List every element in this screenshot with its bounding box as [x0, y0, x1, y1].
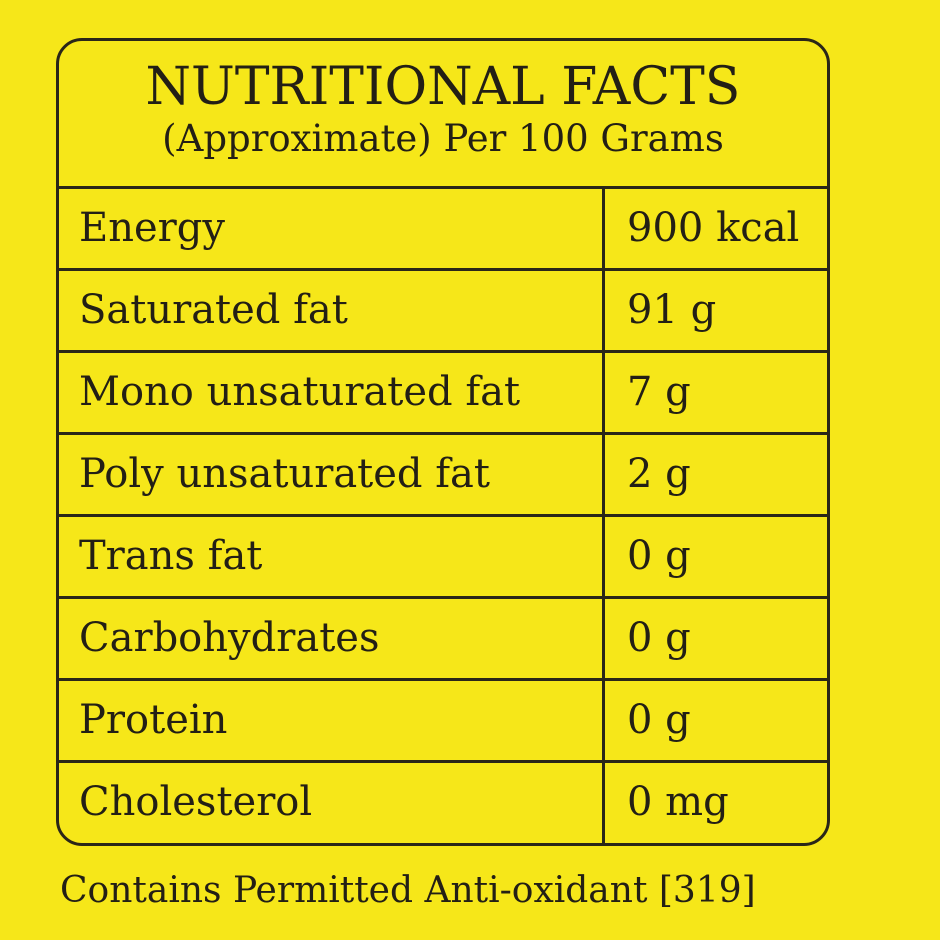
nutrient-value: 7 g	[627, 369, 691, 415]
nutrient-name: Saturated fat	[59, 271, 605, 350]
nutrient-value: 91 g	[627, 287, 717, 333]
nutrient-name: Trans fat	[59, 517, 605, 596]
nutrient-name: Poly unsaturated fat	[59, 435, 605, 514]
panel-header: NUTRITIONAL FACTS (Approximate) Per 100 …	[59, 41, 827, 189]
table-row: Saturated fat 91 g	[59, 271, 827, 353]
nutrition-table: Energy 900 kcal Saturated fat 91 g Mono …	[59, 189, 827, 843]
table-row: Protein 0 g	[59, 681, 827, 763]
antioxidant-note: Contains Permitted Anti-oxidant [319]	[60, 870, 756, 911]
table-row: Energy 900 kcal	[59, 189, 827, 271]
nutrient-name: Cholesterol	[59, 763, 605, 843]
nutrient-name: Protein	[59, 681, 605, 760]
table-row: Poly unsaturated fat 2 g	[59, 435, 827, 517]
nutrient-name: Energy	[59, 189, 605, 268]
table-row: Carbohydrates 0 g	[59, 599, 827, 681]
nutrient-value: 900 kcal	[627, 205, 800, 251]
table-row: Cholesterol 0 mg	[59, 763, 827, 843]
panel-subtitle: (Approximate) Per 100 Grams	[162, 117, 724, 160]
table-row: Trans fat 0 g	[59, 517, 827, 599]
nutrient-value: 2 g	[627, 451, 691, 497]
nutrition-facts-panel: NUTRITIONAL FACTS (Approximate) Per 100 …	[56, 38, 830, 846]
nutrient-value: 0 g	[627, 697, 691, 743]
nutrient-value: 0 g	[627, 615, 691, 661]
nutrient-value: 0 g	[627, 533, 691, 579]
nutrient-value: 0 mg	[627, 779, 729, 825]
table-row: Mono unsaturated fat 7 g	[59, 353, 827, 435]
nutrient-name: Carbohydrates	[59, 599, 605, 678]
nutrient-name: Mono unsaturated fat	[59, 353, 605, 432]
panel-title: NUTRITIONAL FACTS	[145, 57, 741, 117]
